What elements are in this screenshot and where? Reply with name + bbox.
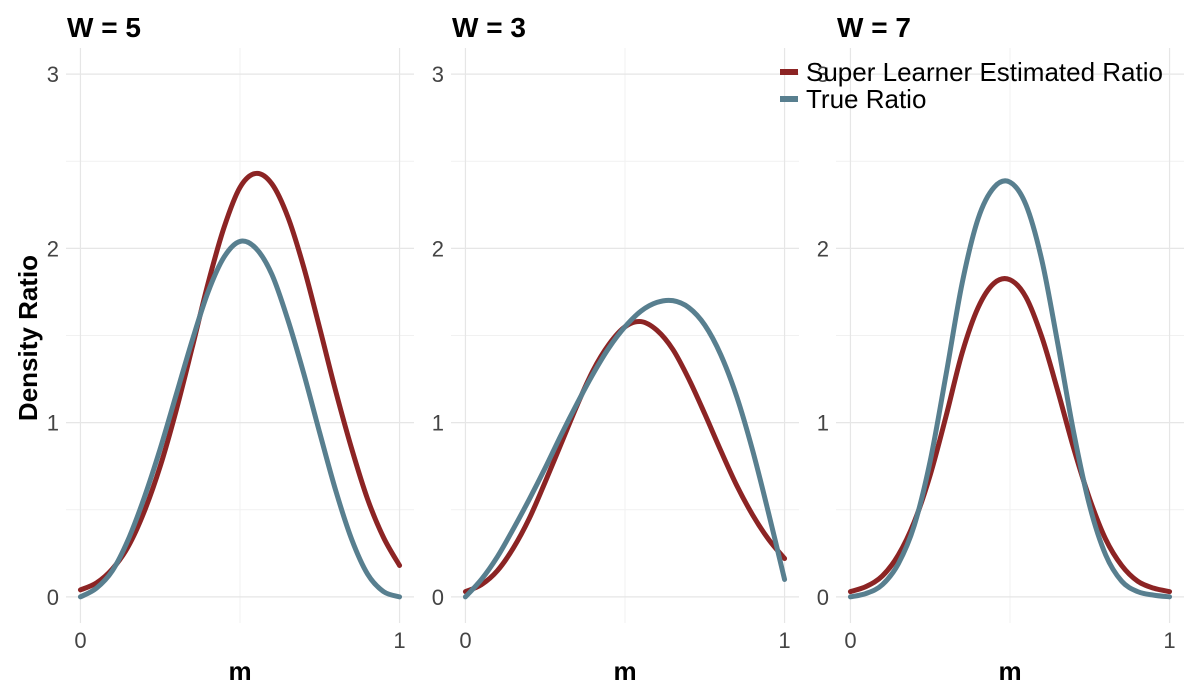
series-line-super-learner-estimated-ratio xyxy=(77,170,403,593)
y-tick-label: 0 xyxy=(432,585,444,610)
series-line-true-ratio xyxy=(462,297,788,600)
facet-title: W = 7 xyxy=(837,12,911,43)
facet-panel-1: 0 1 2 3 0 1 m W = 5 xyxy=(47,12,414,686)
y-tick-label: 2 xyxy=(47,236,59,261)
legend-label-super-learner-estimated-ratio: Super Learner Estimated Ratio xyxy=(806,57,1163,87)
y-tick-label: 0 xyxy=(817,585,829,610)
y-tick-label: 2 xyxy=(817,236,829,261)
facet-panel-2: 0 1 2 3 0 1 m W = 3 xyxy=(432,12,799,686)
x-tick-label: 0 xyxy=(74,628,86,653)
series-line-super-learner-estimated-ratio xyxy=(847,276,1173,595)
x-tick-label: 0 xyxy=(459,628,471,653)
y-tick-label: 3 xyxy=(817,62,829,87)
y-tick-label: 3 xyxy=(432,62,444,87)
y-tick-label: 3 xyxy=(47,62,59,87)
x-tick-label: 1 xyxy=(393,628,405,653)
x-axis-title: m xyxy=(998,656,1021,686)
y-tick-label: 1 xyxy=(47,411,59,436)
x-axis-title: m xyxy=(228,656,251,686)
facet-title: W = 3 xyxy=(452,12,526,43)
facet-panels: 0 1 2 3 0 1 m W = 5 0 1 2 3 0 1 m W = 3 0 1 2 3 0 1 m W = 7 xyxy=(47,12,1184,686)
y-tick-label: 1 xyxy=(817,411,829,436)
legend-label-true-ratio: True Ratio xyxy=(806,84,926,114)
x-tick-label: 1 xyxy=(778,628,790,653)
y-tick-label: 2 xyxy=(432,236,444,261)
x-tick-label: 0 xyxy=(844,628,856,653)
series-line-true-ratio xyxy=(847,178,1173,600)
y-tick-label: 1 xyxy=(432,411,444,436)
y-tick-label: 0 xyxy=(47,585,59,610)
facet-title: W = 5 xyxy=(67,12,141,43)
x-axis-title: m xyxy=(613,656,636,686)
x-tick-label: 1 xyxy=(1163,628,1175,653)
facet-panel-3: 0 1 2 3 0 1 m W = 7 xyxy=(817,12,1184,686)
y-axis-title: Density Ratio xyxy=(13,255,43,421)
series-line-true-ratio xyxy=(77,238,403,600)
